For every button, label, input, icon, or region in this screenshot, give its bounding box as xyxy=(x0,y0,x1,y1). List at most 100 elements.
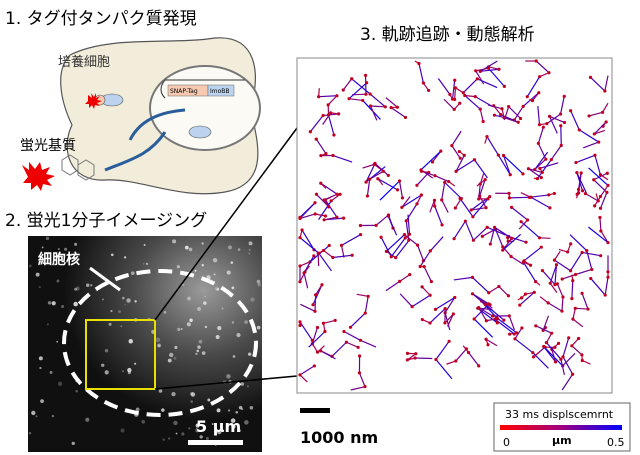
track-point xyxy=(419,265,422,268)
track-point xyxy=(319,182,322,185)
spot xyxy=(189,319,192,322)
spot xyxy=(102,299,104,301)
track-point xyxy=(322,114,325,117)
track-point xyxy=(540,246,543,249)
track-point xyxy=(590,268,593,271)
track-point xyxy=(408,233,411,236)
spot xyxy=(110,310,112,312)
track-point xyxy=(300,228,303,231)
track-point xyxy=(366,194,369,197)
track-point xyxy=(553,192,556,195)
track-point xyxy=(427,89,430,92)
track-point xyxy=(470,208,473,211)
track-point xyxy=(502,318,505,321)
track-point xyxy=(605,120,608,123)
spot xyxy=(168,437,170,439)
spot xyxy=(126,298,130,302)
track-point xyxy=(577,337,580,340)
track-point xyxy=(535,59,538,62)
spot xyxy=(185,246,189,250)
spot xyxy=(173,357,176,360)
spot xyxy=(47,323,49,325)
track-point xyxy=(345,341,348,344)
spot xyxy=(249,249,251,251)
track-point xyxy=(529,196,532,199)
track-point xyxy=(327,113,330,116)
track-point xyxy=(580,353,583,356)
spot xyxy=(31,411,35,415)
track-point xyxy=(382,170,385,173)
track-point xyxy=(508,333,511,336)
track-point xyxy=(557,342,560,345)
spot xyxy=(101,364,104,367)
track-point xyxy=(537,142,540,145)
track-point xyxy=(444,307,447,310)
spot xyxy=(144,244,146,246)
track-point xyxy=(487,291,490,294)
track-point xyxy=(389,106,392,109)
track-point xyxy=(508,314,511,317)
spot xyxy=(39,367,41,369)
track-point xyxy=(340,244,343,247)
track-point xyxy=(484,206,487,209)
track-point xyxy=(404,236,407,239)
track-point xyxy=(429,294,432,297)
track-point xyxy=(463,154,466,157)
spot xyxy=(90,284,92,286)
track-point xyxy=(471,215,474,218)
track-point xyxy=(408,273,411,276)
track-point xyxy=(364,93,367,96)
track-point xyxy=(342,88,345,91)
spot xyxy=(74,288,77,291)
spot xyxy=(72,442,75,445)
track-point xyxy=(574,161,577,164)
track-point xyxy=(487,67,490,70)
track-point xyxy=(559,112,562,115)
track-point xyxy=(604,293,607,296)
spot xyxy=(257,280,261,284)
track-point xyxy=(314,293,317,296)
track-point xyxy=(476,77,479,80)
track-segment xyxy=(455,88,456,100)
track-point xyxy=(538,75,541,78)
track-point xyxy=(485,135,488,138)
track-point xyxy=(453,98,456,101)
spot xyxy=(129,339,133,343)
track-point xyxy=(509,173,512,176)
track-point xyxy=(477,306,480,309)
track-point xyxy=(313,310,316,313)
track-point xyxy=(493,226,496,229)
track-point xyxy=(313,201,316,204)
spot xyxy=(86,284,89,287)
spot xyxy=(244,420,248,424)
track-point xyxy=(351,254,354,257)
track-point xyxy=(379,236,382,239)
spot xyxy=(222,307,224,309)
track-point xyxy=(567,336,570,339)
track-point xyxy=(534,280,537,283)
track-point xyxy=(433,199,436,202)
track-point xyxy=(547,71,550,74)
track-point xyxy=(472,239,475,242)
track-point xyxy=(569,109,572,112)
track-point xyxy=(453,79,456,82)
track-point xyxy=(447,180,450,183)
spot xyxy=(205,326,207,328)
track-point xyxy=(542,345,545,348)
track-point xyxy=(467,351,470,354)
track-point xyxy=(405,219,408,222)
spot xyxy=(52,415,54,417)
track-point xyxy=(361,99,364,102)
track-point xyxy=(479,182,482,185)
track-point xyxy=(497,68,500,71)
track-point xyxy=(373,163,376,166)
track-point xyxy=(332,133,335,136)
track-point xyxy=(481,235,484,238)
track-point xyxy=(561,355,564,358)
track-point xyxy=(319,154,322,157)
track-point xyxy=(459,157,462,160)
spot xyxy=(250,297,255,302)
track-point xyxy=(519,117,522,120)
spot xyxy=(120,325,122,327)
spot xyxy=(172,239,176,243)
